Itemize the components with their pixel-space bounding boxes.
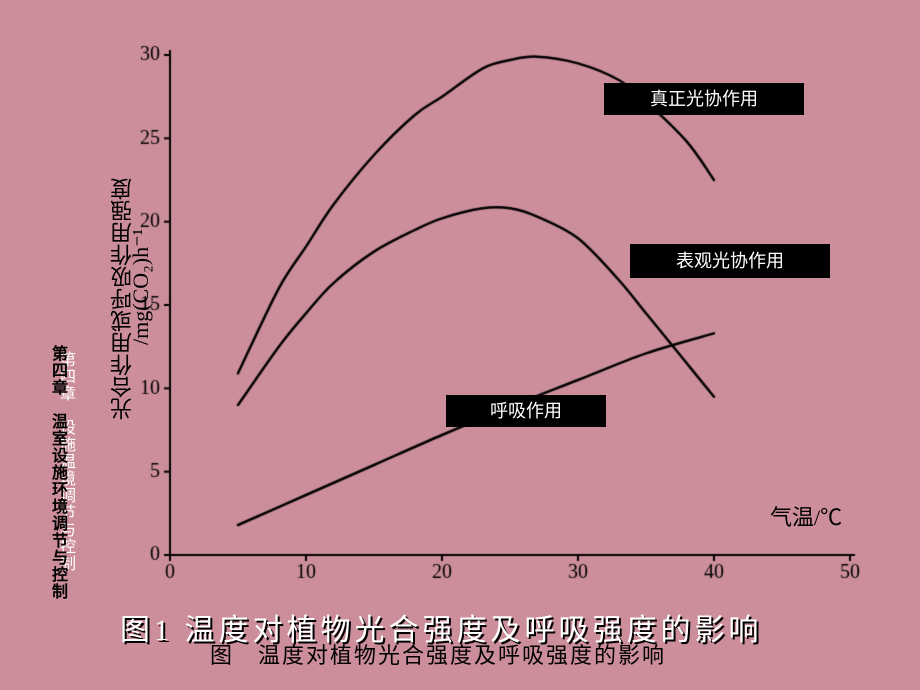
y-axis-label-line2: /mg(CO₂)h⁻¹: [128, 165, 154, 345]
x-axis-label: 气温/℃: [770, 500, 842, 532]
legend-apparent-photosynthesis: 表观光协作用: [630, 244, 830, 278]
sidebar-label: 第四章 温室设施环境调节与控制: [45, 345, 69, 600]
caption-sub: 图 温度对植物光合强度及呼吸强度的影响: [210, 638, 666, 670]
legend-true-photosynthesis: 真正光协作用: [604, 83, 804, 115]
legend-respiration: 呼吸作用: [446, 395, 606, 427]
